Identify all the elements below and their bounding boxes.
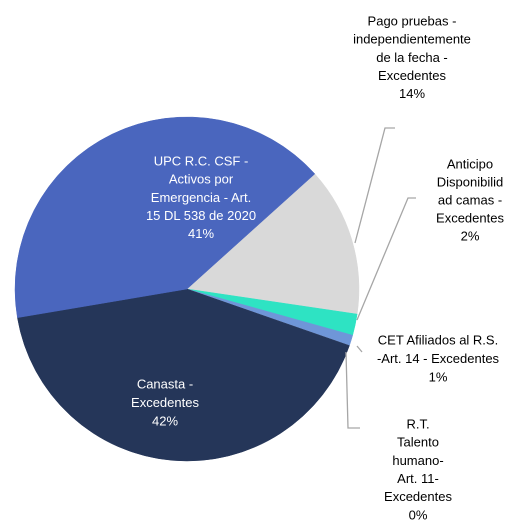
- slice-label: Emergencia - Art.: [151, 190, 251, 205]
- slice-label: R.T.: [406, 416, 429, 431]
- slice-label: humano-: [392, 453, 443, 468]
- slice-label: -Art. 14 - Excedentes: [377, 351, 500, 366]
- slice-label: Pago pruebas -: [368, 13, 457, 28]
- slice-label: independientemente: [353, 32, 471, 47]
- value-label: 42%: [152, 413, 178, 428]
- value-label: 14%: [399, 86, 425, 101]
- pie-slice: [186, 173, 360, 315]
- leader-line: [354, 127, 395, 244]
- slice-label: Canasta -: [137, 376, 193, 391]
- leader-line: [345, 351, 360, 429]
- value-label: 1%: [429, 369, 448, 384]
- leader-line: [356, 197, 416, 321]
- slice-label: Excedentes: [384, 489, 452, 504]
- slice-label: Disponibilid: [437, 174, 503, 189]
- slice-label: Anticipo: [447, 156, 493, 171]
- slice-label: UPC R.C. CSF -: [154, 153, 249, 168]
- value-label: 41%: [188, 226, 214, 241]
- slice-label: Excedentes: [378, 68, 446, 83]
- leader-line: [356, 345, 363, 353]
- slice-label: de la fecha -: [376, 50, 448, 65]
- slice-label: Talento: [397, 435, 439, 450]
- pie: [14, 116, 360, 462]
- value-label: 2%: [461, 228, 480, 243]
- labels: Pago pruebas - independientemente de la fe…: [131, 13, 504, 522]
- slice-label: ad camas -: [438, 192, 502, 207]
- slice-label: Excedentes: [131, 395, 199, 410]
- slice-label: 15 DL 538 de 2020: [146, 208, 256, 223]
- value-label: 0%: [409, 507, 428, 521]
- pie-slice: [14, 116, 316, 318]
- slice-label: Art. 11-: [397, 471, 439, 486]
- slice-label: Excedentes: [436, 210, 504, 225]
- slice-label: CET Afiliados al R.S.: [378, 332, 498, 347]
- slice-label: Activos por: [169, 172, 234, 187]
- pie-slice: [17, 288, 350, 462]
